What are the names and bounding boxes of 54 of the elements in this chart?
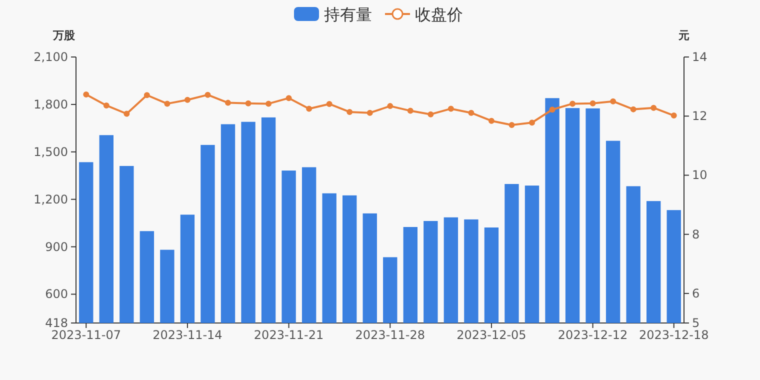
point bbox=[448, 106, 454, 112]
point bbox=[245, 100, 252, 106]
point bbox=[670, 112, 677, 119]
x-tick-label: 2023-11-14 bbox=[152, 328, 222, 342]
y2-tick-label: 8 bbox=[692, 227, 700, 242]
point bbox=[610, 98, 616, 104]
point bbox=[529, 120, 535, 126]
point bbox=[488, 118, 494, 124]
y-tick-label: 418 bbox=[45, 316, 68, 330]
point bbox=[630, 106, 636, 112]
point bbox=[286, 95, 292, 102]
y-tick-label: 600 bbox=[45, 287, 68, 302]
x-tick-label: 2023-11-21 bbox=[254, 328, 324, 342]
y-tick-label: 1,200 bbox=[34, 192, 68, 206]
point bbox=[266, 100, 272, 107]
point bbox=[549, 106, 556, 113]
point bbox=[83, 92, 90, 98]
y-tick-label: 900 bbox=[45, 240, 68, 254]
point bbox=[387, 103, 394, 110]
point bbox=[103, 102, 110, 108]
legend-label: 收盘价 bbox=[415, 5, 463, 24]
x-tick-label: 2023-11-07 bbox=[51, 328, 122, 342]
point bbox=[144, 92, 150, 98]
point bbox=[225, 100, 231, 106]
point bbox=[326, 100, 332, 107]
y2-axis-title: 元 bbox=[678, 29, 690, 42]
y2-tick-label: 12 bbox=[692, 109, 708, 124]
point bbox=[428, 111, 434, 118]
x-tick-label: 2023-12-12 bbox=[558, 328, 628, 342]
point bbox=[407, 108, 414, 114]
y-axis-title: 万股 bbox=[52, 29, 76, 42]
y2-tick-label: 14 bbox=[692, 50, 708, 64]
x-tick-label: 2023-11-28 bbox=[355, 328, 426, 342]
y2-tick-label: 6 bbox=[692, 286, 700, 300]
point bbox=[650, 104, 657, 111]
y-tick-label: 2,100 bbox=[34, 50, 68, 64]
point bbox=[590, 100, 596, 106]
point bbox=[468, 110, 474, 116]
y-tick-label: 1,500 bbox=[34, 144, 68, 159]
x-tick-label: 2023-12-05 bbox=[456, 328, 526, 342]
point bbox=[204, 92, 211, 98]
x-tick-label: 2023-12-18 bbox=[638, 328, 709, 342]
point bbox=[366, 110, 373, 116]
point bbox=[306, 106, 312, 112]
point bbox=[164, 100, 170, 107]
y2-tick-label: 5 bbox=[692, 316, 700, 330]
y2-tick-label: 10 bbox=[692, 168, 708, 182]
y-tick-label: 1,800 bbox=[34, 97, 68, 112]
point bbox=[346, 108, 353, 115]
legend-label: 持有量 bbox=[324, 5, 372, 24]
point bbox=[124, 110, 130, 117]
point bbox=[570, 100, 576, 107]
point bbox=[508, 122, 515, 128]
point bbox=[184, 96, 190, 103]
